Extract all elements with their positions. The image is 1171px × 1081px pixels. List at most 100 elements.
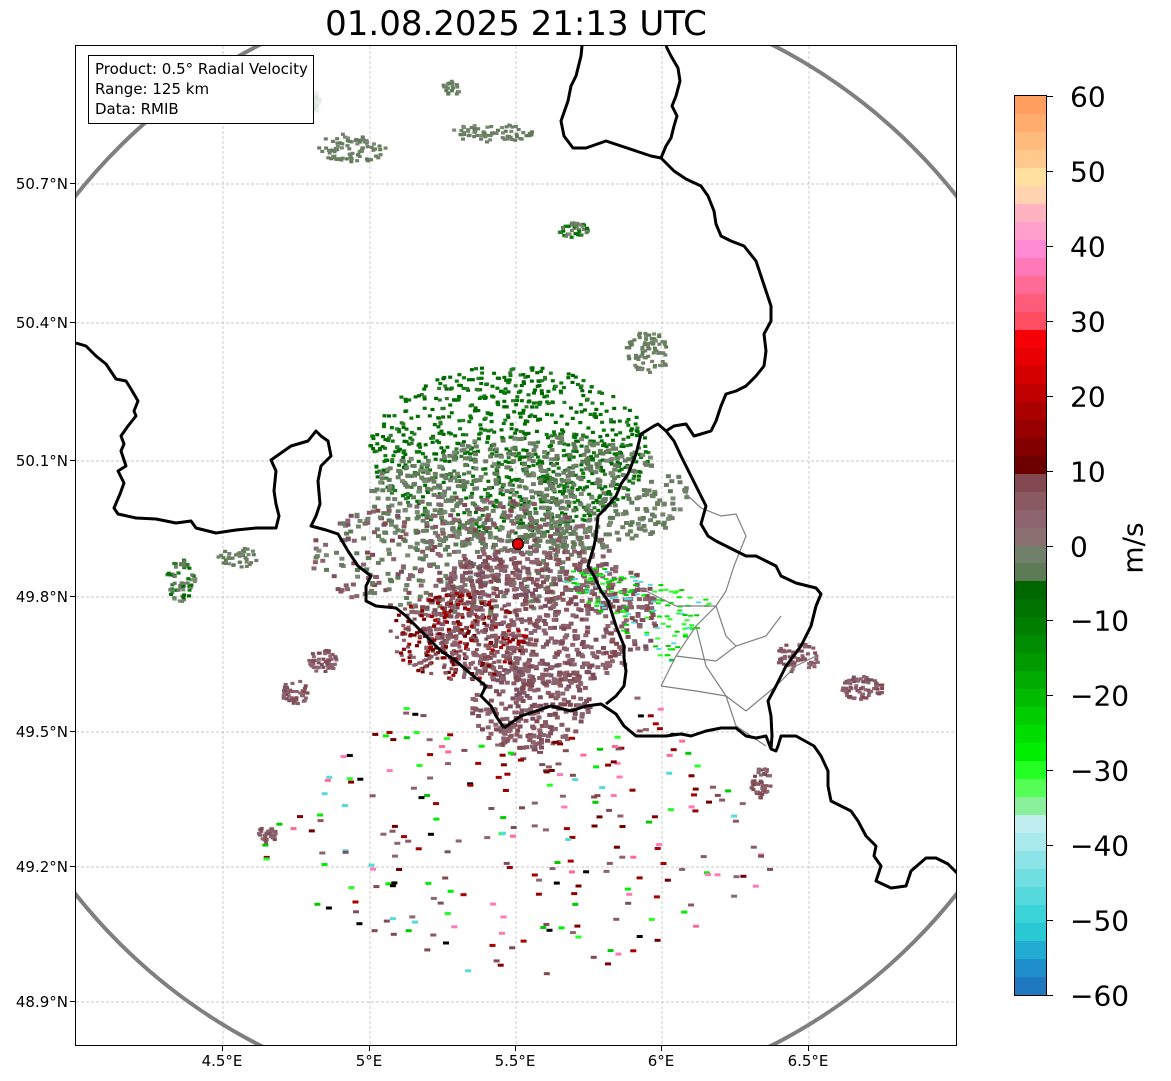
- echo-pixel: [547, 550, 553, 555]
- echo-pixel: [458, 133, 463, 137]
- echo-pixel: [360, 146, 365, 150]
- echo-pixel: [182, 598, 186, 602]
- echo-pixel: [461, 553, 467, 558]
- echo-pixel: [550, 481, 555, 485]
- echo-pixel: [518, 581, 524, 586]
- echo-pixel: [590, 472, 595, 476]
- echo-pixel: [503, 459, 508, 463]
- echo-pixel: [646, 347, 651, 351]
- echo-pixel: [189, 583, 194, 587]
- echo-pixel: [637, 336, 642, 340]
- echo-pixel: [537, 615, 543, 620]
- echo-pixel: [569, 657, 575, 662]
- echo-pixel: [466, 607, 471, 611]
- echo-pixel: [630, 949, 637, 953]
- echo-pixel: [454, 535, 460, 540]
- echo-pixel: [548, 589, 554, 594]
- echo-pixel: [603, 650, 609, 655]
- echo-pixel: [432, 545, 438, 549]
- echo-pixel: [375, 433, 380, 437]
- echo-pixel: [480, 507, 485, 512]
- echo-pixel: [561, 531, 566, 535]
- echo-pixel: [516, 560, 522, 565]
- echo-pixel: [532, 543, 537, 548]
- echo-pixel: [693, 924, 699, 928]
- echo-pixel: [286, 691, 291, 695]
- echo-pixel: [861, 692, 865, 696]
- echo-pixel: [485, 657, 490, 661]
- echo-pixel: [550, 496, 556, 501]
- echo-pixel: [339, 158, 344, 162]
- echo-pixel: [260, 837, 265, 841]
- echo-pixel: [587, 705, 593, 709]
- echo-pixel: [850, 678, 855, 682]
- echo-pixel: [552, 711, 558, 716]
- echo-pixel: [580, 459, 586, 464]
- echo-pixel: [500, 763, 507, 767]
- national-borders: [76, 46, 956, 890]
- echo-pixel: [173, 562, 178, 566]
- echo-pixel: [612, 452, 617, 456]
- echo-pixel: [504, 574, 510, 578]
- colorbar-tick-mark: [1047, 845, 1053, 847]
- echo-pixel: [621, 629, 627, 632]
- echo-pixel: [390, 487, 395, 491]
- echo-pixel: [600, 554, 606, 559]
- echo-pixel: [536, 735, 542, 740]
- echo-pixel: [402, 538, 408, 543]
- echo-pixel: [552, 538, 558, 543]
- echo-pixel: [504, 650, 510, 655]
- echo-pixel: [516, 390, 521, 394]
- echo-pixel: [577, 687, 582, 692]
- echo-pixel: [442, 663, 447, 667]
- echo-pixel: [632, 589, 638, 594]
- echo-pixel: [504, 489, 510, 494]
- colorbar-segment: [1015, 275, 1046, 295]
- echo-pixel: [478, 583, 484, 588]
- echo-pixel: [417, 598, 422, 602]
- echo-pixel: [588, 457, 593, 462]
- echo-pixel: [475, 579, 481, 584]
- echo-pixel: [461, 525, 467, 530]
- echo-pixel: [227, 562, 232, 566]
- echo-pixel: [657, 342, 662, 346]
- echo-pixel: [453, 668, 458, 672]
- echo-pixel: [427, 662, 432, 666]
- echo-pixel: [557, 537, 562, 542]
- echo-pixel: [656, 648, 662, 651]
- echo-pixel: [508, 496, 513, 500]
- echo-pixel: [595, 465, 601, 470]
- radar-site-marker[interactable]: [511, 537, 525, 551]
- echo-pixel: [382, 414, 387, 418]
- echo-pixel: [549, 597, 555, 601]
- echo-pixel: [606, 808, 613, 812]
- echo-pixel: [467, 565, 473, 570]
- echo-pixel: [532, 745, 538, 750]
- echo-pixel: [453, 670, 458, 674]
- echo-pixel: [600, 458, 605, 462]
- echo-pixel: [663, 483, 669, 487]
- echo-pixel: [597, 747, 603, 751]
- echo-pixel: [383, 437, 388, 442]
- echo-pixel: [390, 439, 395, 443]
- echo-pixel: [555, 762, 562, 766]
- echo-pixel: [227, 552, 232, 556]
- echo-pixel: [567, 232, 572, 236]
- echo-pixel: [477, 555, 482, 559]
- echo-pixel: [616, 775, 623, 779]
- echo-pixel: [445, 620, 449, 624]
- echo-pixel: [507, 734, 513, 739]
- echo-pixel: [380, 832, 387, 836]
- echo-pixel: [603, 532, 609, 537]
- echo-pixel: [424, 645, 429, 649]
- echo-pixel: [262, 838, 267, 842]
- echo-pixel: [466, 541, 472, 546]
- x-tick-label: 4.5°E: [201, 1052, 243, 1070]
- radar-map[interactable]: [75, 45, 957, 1046]
- echo-pixel: [585, 707, 591, 712]
- echo-pixel: [638, 331, 642, 335]
- echo-pixel: [484, 565, 490, 570]
- echo-pixel: [543, 972, 550, 976]
- echo-pixel: [481, 467, 486, 471]
- echo-pixel: [688, 774, 695, 778]
